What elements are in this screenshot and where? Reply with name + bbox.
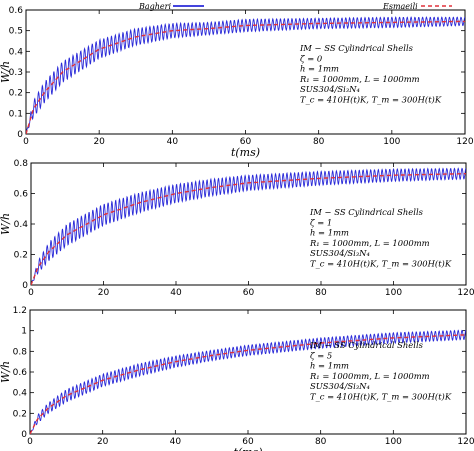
legend-label-bagheri: Bagheri: [138, 2, 171, 11]
annotation-line: IM − SS Cylindrical Shells: [299, 43, 414, 53]
x-axis-label: t(ms): [233, 446, 262, 451]
y-tick-label: 0.3: [9, 68, 23, 78]
annotation-line: R₁ = 1000mm, L = 1000mm: [309, 371, 430, 381]
x-tick-label: 100: [383, 137, 400, 147]
y-tick-label: 0: [17, 130, 23, 140]
x-tick-label: 120: [457, 288, 474, 298]
y-tick-label: 0.1: [9, 109, 23, 119]
x-tick-label: 40: [167, 137, 179, 147]
x-tick-label: 0: [27, 437, 33, 447]
annotation-line: R₁ = 1000mm, L = 1000mm: [299, 74, 420, 84]
y-tick-label: 1: [21, 327, 27, 337]
y-tick-label: 0.2: [14, 251, 28, 261]
y-tick-label: 0.8: [13, 347, 28, 357]
annotation-line: T_c = 410H(t)K, T_m = 300H(t)K: [310, 392, 452, 403]
series-line-bagheri: [31, 167, 466, 285]
annotation-line: SUS304/Si₃N₄: [310, 248, 370, 258]
series-line-bagheri: [26, 16, 465, 134]
annotation-line: ζ = 1: [310, 217, 332, 227]
y-tick-label: 0.6: [14, 190, 29, 200]
y-tick-label: 0.4: [9, 47, 24, 57]
y-axis-label: W/h: [0, 213, 12, 235]
y-tick-label: 0: [21, 430, 27, 440]
annotation-line: SUS304/Si₃N₄: [310, 381, 370, 391]
y-axis-label: W/h: [0, 361, 12, 383]
x-tick-label: 60: [240, 137, 252, 147]
y-tick-label: 0.8: [14, 159, 29, 169]
x-tick-label: 100: [385, 288, 402, 298]
x-tick-label: 0: [23, 137, 29, 147]
y-tick-label: 0.6: [9, 6, 24, 16]
y-tick-label: 0: [22, 281, 28, 291]
x-tick-label: 80: [313, 137, 325, 147]
annotation-line: R₁ = 1000mm, L = 1000mm: [309, 238, 430, 248]
annotation-line: SUS304/Si₃N₄: [300, 84, 360, 94]
x-tick-label: 40: [170, 437, 182, 447]
x-tick-label: 0: [28, 288, 34, 298]
legend-label-esmaeili: Esmaeili: [382, 2, 418, 11]
annotation-line: h = 1mm: [300, 64, 339, 74]
series-line-bagheri: [30, 329, 466, 434]
y-tick-label: 1.2: [13, 306, 27, 316]
annotation-line: T_c = 410H(t)K, T_m = 300H(t)K: [300, 95, 442, 106]
annotation-line: h = 1mm: [310, 361, 349, 371]
x-tick-label: 20: [93, 137, 105, 147]
x-tick-label: 60: [242, 437, 254, 447]
annotation-line: T_c = 410H(t)K, T_m = 300H(t)K: [310, 259, 452, 270]
chart-panel-1: 0 20 40 60 80 100 120 0 0.1 0.2 0.3 0.4 0.5 0.6 W/h t(m…: [0, 6, 474, 159]
x-tick-label: 20: [97, 437, 109, 447]
x-axis-label: t(ms): [231, 146, 260, 159]
x-tick-label: 100: [385, 437, 402, 447]
y-tick-label: 0.4: [13, 389, 28, 399]
x-tick-label: 120: [457, 437, 474, 447]
x-tick-label: 60: [243, 288, 255, 298]
y-tick-label: 0.6: [13, 368, 28, 378]
y-tick-label: 0.2: [13, 409, 27, 419]
y-tick-label: 0.4: [14, 220, 29, 230]
x-tick-label: 120: [456, 137, 473, 147]
legend: Bagheri Esmaeili: [138, 2, 452, 11]
annotation-line: ζ = 0: [300, 53, 323, 63]
y-tick-label: 0.5: [9, 27, 23, 37]
x-tick-label: 20: [98, 288, 110, 298]
series-line-esmaeili: [30, 334, 466, 434]
plot-frame: [25, 9, 466, 135]
chart-panel-2: 0 20 40 60 80 100 120 0 0.2 0.4 0.6 0.8 W/h IM − SS C…: [0, 159, 474, 298]
annotation-line: h = 1mm: [310, 228, 349, 238]
x-tick-label: 40: [170, 288, 182, 298]
annotation-line: IM − SS Cylindrical Shells: [309, 340, 424, 350]
series-line-esmaeili: [31, 173, 466, 285]
x-tick-label: 80: [315, 288, 327, 298]
y-axis-label: W/h: [0, 61, 12, 83]
y-tick-label: 0.2: [9, 89, 23, 99]
chart-panel-3: 0 20 40 60 80 100 120 0 0.2 0.4 0.6 0.8 1 1.2 W/h t(ms)…: [0, 306, 474, 451]
annotation-line: IM − SS Cylindrical Shells: [309, 207, 424, 217]
x-tick-label: 80: [315, 437, 327, 447]
annotation-line: ζ = 5: [310, 350, 332, 360]
